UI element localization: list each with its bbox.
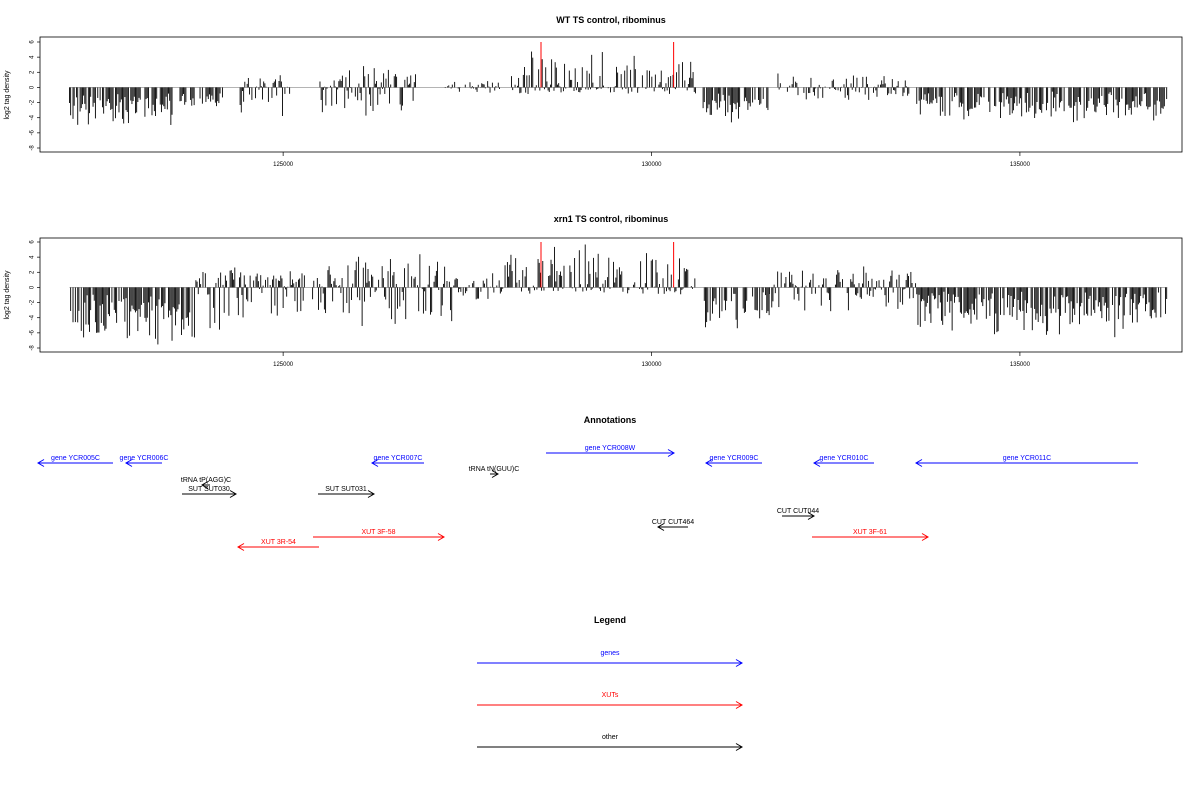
annotation-label: gene YCR006C (120, 455, 169, 462)
annotation-label: XUT 3R-54 (261, 539, 296, 546)
legend-arrow (477, 743, 743, 751)
y-tick-label: -2 (30, 99, 36, 105)
annotation-arrow (237, 543, 319, 551)
y-tick-label: -4 (30, 314, 36, 320)
y-tick-label: 6 (30, 240, 36, 244)
panel-title: WT TS control, ribominus (556, 15, 666, 25)
annotation-arrow (812, 533, 929, 541)
annotation-arrow (313, 533, 445, 541)
plot-frame (39, 237, 1183, 353)
y-tick-label: 6 (30, 40, 36, 44)
annotations-panel: Annotations gene YCR005C gene YCR006C gene … (37, 415, 1138, 551)
annotation-arrow (657, 523, 688, 531)
bar-series (69, 51, 1168, 125)
annotation-arrow (201, 481, 210, 489)
x-tick-label: 135000 (1010, 362, 1031, 368)
annotation-label: tRNA tP(AGG)C (181, 477, 231, 484)
annotation-arrow (371, 459, 424, 467)
annotation-arrow (490, 470, 499, 478)
annotation-label: gene YCR008W (585, 445, 636, 452)
bar-series (70, 244, 1168, 345)
annotation-arrow (182, 490, 237, 498)
annotation-label: gene YCR009C (710, 455, 759, 462)
y-tick-label: 4 (30, 55, 36, 59)
x-tick-label: 130000 (642, 162, 663, 168)
y-tick-label: -6 (30, 130, 36, 136)
y-tick-label: 0 (30, 285, 36, 289)
annotation-label: CUT CUT044 (777, 508, 819, 515)
y-tick-label: 4 (30, 255, 36, 259)
legend-label: XUTs (602, 692, 619, 699)
plot-frame (39, 36, 1183, 153)
annotations-title: Annotations (584, 415, 637, 425)
y-tick-label: -4 (30, 114, 36, 120)
annotation-arrow (915, 459, 1138, 467)
y-axis-label: log2 tag density (4, 270, 11, 320)
annotation-label: tRNA tN(GUU)C (469, 466, 520, 473)
legend-title: Legend (594, 615, 626, 625)
annotation-arrow (318, 490, 375, 498)
y-tick-label: -6 (30, 330, 36, 336)
annotation-label: XUT 3F-58 (361, 529, 395, 536)
y-tick-label: 0 (30, 85, 36, 89)
annotation-arrow (782, 512, 815, 520)
y-axis-label: log2 tag density (4, 70, 11, 120)
y-tick-label: -8 (30, 345, 36, 351)
annotation-arrow (37, 459, 113, 467)
annotation-arrow (125, 459, 162, 467)
y-tick-label: 2 (30, 70, 36, 74)
annotation-label: SUT SUT031 (325, 486, 367, 493)
y-tick-label: 2 (30, 270, 36, 274)
track-panel-1: WT TS control, ribominus -8 -6 -4 -2 0 2 4 6 log2… (4, 15, 1183, 168)
x-tick-label: 135000 (1010, 162, 1031, 168)
y-tick-label: -2 (30, 299, 36, 305)
legend-label: other (602, 734, 619, 741)
annotation-label: XUT 3F-61 (853, 529, 887, 536)
panel-title: xrn1 TS control, ribominus (554, 214, 669, 224)
x-tick-label: 125000 (273, 362, 294, 368)
annotation-label: SUT SUT030 (188, 486, 230, 493)
x-tick-label: 130000 (642, 362, 663, 368)
track-panel-2: xrn1 TS control, ribominus -8 -6 -4 -2 0 2 4 6 lo… (4, 214, 1183, 368)
annotation-label: CUT CUT464 (652, 519, 694, 526)
annotation-arrow (813, 459, 874, 467)
legend-label: genes (600, 650, 620, 657)
annotation-arrow (546, 449, 675, 457)
annotation-label: gene YCR011C (1003, 455, 1051, 462)
legend-panel: Legend genes XUTs other (477, 615, 743, 751)
legend-arrow (477, 659, 743, 667)
annotation-label: gene YCR010C (820, 455, 869, 462)
annotation-label: gene YCR005C (51, 455, 100, 462)
annotation-arrow (705, 459, 762, 467)
x-tick-label: 125000 (273, 162, 294, 168)
legend-arrow (477, 701, 743, 709)
y-tick-label: -8 (30, 145, 36, 151)
annotation-label: gene YCR007C (374, 455, 423, 462)
